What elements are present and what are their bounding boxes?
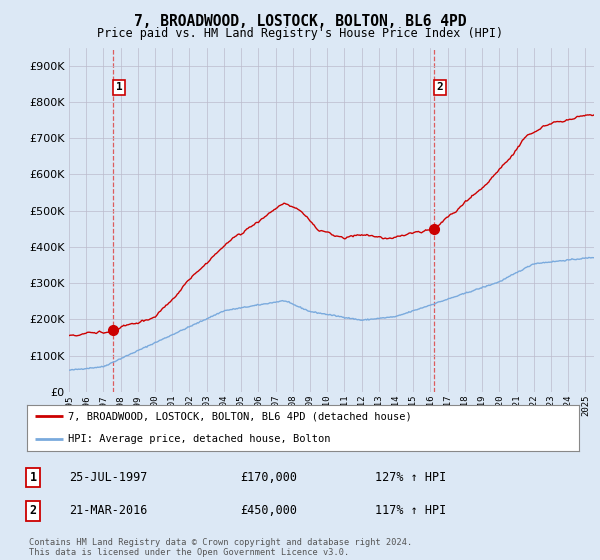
Text: £450,000: £450,000 xyxy=(240,504,297,517)
Text: Contains HM Land Registry data © Crown copyright and database right 2024.
This d: Contains HM Land Registry data © Crown c… xyxy=(29,538,412,557)
Text: 2: 2 xyxy=(437,82,443,92)
Text: 7, BROADWOOD, LOSTOCK, BOLTON, BL6 4PD: 7, BROADWOOD, LOSTOCK, BOLTON, BL6 4PD xyxy=(134,14,466,29)
Text: 21-MAR-2016: 21-MAR-2016 xyxy=(69,504,148,517)
Text: 25-JUL-1997: 25-JUL-1997 xyxy=(69,471,148,484)
Text: 117% ↑ HPI: 117% ↑ HPI xyxy=(375,504,446,517)
Text: 7, BROADWOOD, LOSTOCK, BOLTON, BL6 4PD (detached house): 7, BROADWOOD, LOSTOCK, BOLTON, BL6 4PD (… xyxy=(68,412,412,421)
Text: 2: 2 xyxy=(29,504,37,517)
Text: HPI: Average price, detached house, Bolton: HPI: Average price, detached house, Bolt… xyxy=(68,435,331,444)
Text: 127% ↑ HPI: 127% ↑ HPI xyxy=(375,471,446,484)
Text: 1: 1 xyxy=(29,471,37,484)
Text: Price paid vs. HM Land Registry's House Price Index (HPI): Price paid vs. HM Land Registry's House … xyxy=(97,27,503,40)
Text: £170,000: £170,000 xyxy=(240,471,297,484)
Text: 1: 1 xyxy=(116,82,122,92)
